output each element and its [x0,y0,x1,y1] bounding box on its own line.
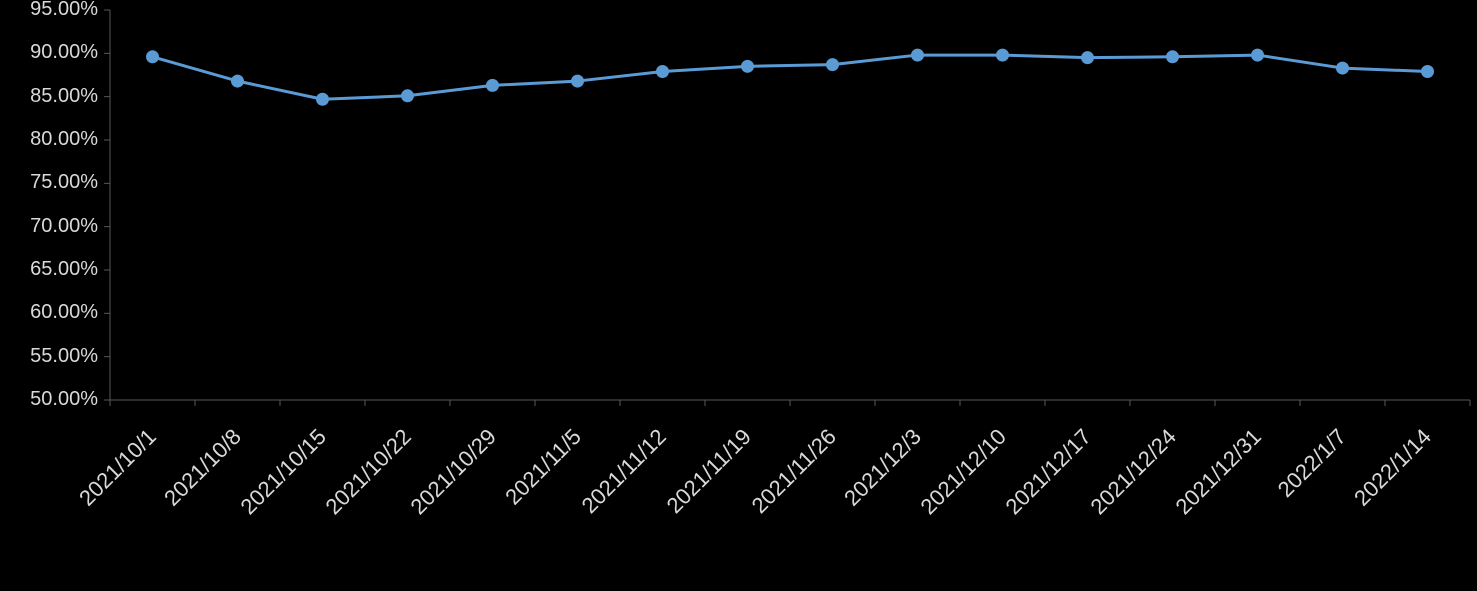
series-marker [1422,66,1434,78]
line-chart: 50.00% 55.00% 60.00% 65.00% 70.00% 75.00% 80.0… [0,0,1477,591]
series-marker [1082,52,1094,64]
series-line [153,55,1428,99]
series-marker [317,93,329,105]
series-marker [657,66,669,78]
y-tick-label: 90.00% [30,41,98,64]
series-marker [1252,49,1264,61]
series-marker [827,59,839,71]
series-marker [1337,62,1349,74]
series-marker [997,49,1009,61]
y-tick-label: 55.00% [30,345,98,368]
y-tick-label: 95.00% [30,0,98,21]
series-marker [1167,51,1179,63]
series-marker [487,79,499,91]
y-tick-label: 50.00% [30,388,98,411]
series-marker [912,49,924,61]
y-tick-label: 80.00% [30,128,98,151]
y-tick-label: 65.00% [30,258,98,281]
series-marker [232,75,244,87]
y-tick-label: 85.00% [30,85,98,108]
series-marker [742,60,754,72]
series-marker [402,90,414,102]
y-tick-label: 70.00% [30,215,98,238]
y-tick-label: 60.00% [30,301,98,324]
series-marker [572,75,584,87]
series-marker [147,51,159,63]
y-tick-label: 75.00% [30,171,98,194]
